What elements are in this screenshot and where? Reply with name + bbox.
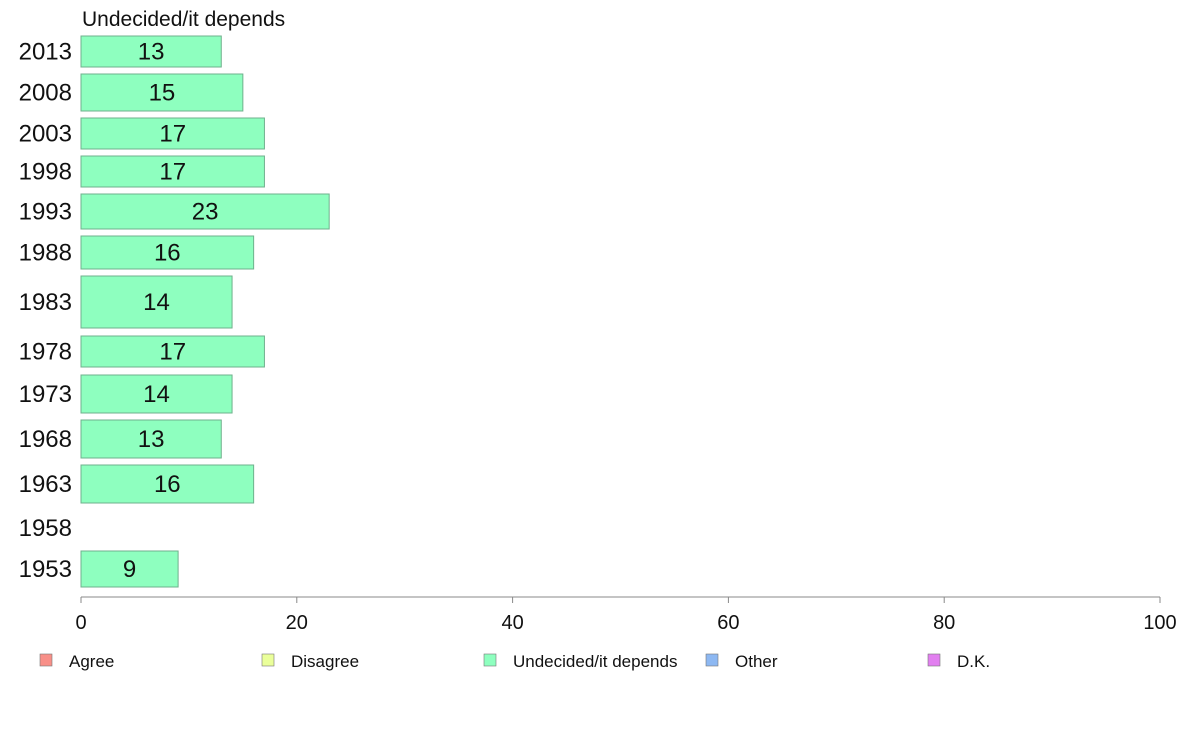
bars-group: 2013 13 2008 15 2003 17 1998 17 1993 23 1988 16 1983… (19, 35, 330, 588)
bar (80, 419, 222, 459)
bar (80, 464, 255, 504)
bar-value-label: 15 (149, 80, 176, 107)
year-label: 1988 (19, 240, 72, 267)
year-label: 1963 (19, 471, 72, 498)
bar-value-label: 17 (159, 339, 186, 366)
legend-label: Other (735, 652, 778, 671)
x-tick-label: 100 (1143, 612, 1176, 634)
x-tick-label: 60 (717, 612, 739, 634)
bar-value-label: 17 (159, 121, 186, 148)
bar (80, 235, 255, 270)
legend-label: Undecided/it depends (513, 652, 677, 671)
legend-swatch (39, 653, 53, 667)
year-label: 1998 (19, 159, 72, 186)
x-tick-label: 40 (501, 612, 523, 634)
legend-swatch (261, 653, 275, 667)
bar-value-label: 13 (138, 39, 165, 66)
bar-value-label: 14 (143, 381, 170, 408)
x-tick-label: 0 (75, 612, 86, 634)
legend-label: Agree (69, 652, 114, 671)
x-tick-label: 80 (933, 612, 955, 634)
bar (80, 155, 265, 188)
legend-label: Disagree (291, 652, 359, 671)
bar (80, 335, 265, 368)
legend-swatch (483, 653, 497, 667)
legend-swatch (705, 653, 719, 667)
bar-value-label: 16 (154, 240, 181, 267)
year-label: 2003 (19, 121, 72, 148)
legend-label: D.K. (957, 652, 990, 671)
bar (80, 117, 265, 150)
year-label: 1958 (19, 515, 72, 542)
bar-value-label: 23 (192, 199, 219, 226)
bar-value-label: 14 (143, 289, 170, 316)
legend-swatch (927, 653, 941, 667)
year-label: 1993 (19, 199, 72, 226)
bar-value-label: 9 (123, 556, 136, 583)
year-label: 1968 (19, 426, 72, 453)
bar (80, 193, 330, 230)
bar (80, 374, 233, 414)
year-label: 1953 (19, 556, 72, 583)
year-label: 1978 (19, 339, 72, 366)
year-label: 2008 (19, 80, 72, 107)
bar-value-label: 17 (159, 159, 186, 186)
x-axis: 0 20 40 60 80 100 (75, 596, 1177, 634)
chart-title: Undecided/it depends (82, 8, 285, 31)
year-label: 1973 (19, 381, 72, 408)
year-label: 1983 (19, 289, 72, 316)
bar (80, 275, 233, 329)
bar-value-label: 13 (138, 426, 165, 453)
year-label: 2013 (19, 39, 72, 66)
x-tick-label: 20 (286, 612, 308, 634)
bar (80, 550, 179, 588)
bar (80, 35, 222, 68)
bar-value-label: 16 (154, 471, 181, 498)
bar (80, 73, 244, 112)
legend: Agree Disagree Undecided/it depends Other D.… (39, 652, 990, 671)
